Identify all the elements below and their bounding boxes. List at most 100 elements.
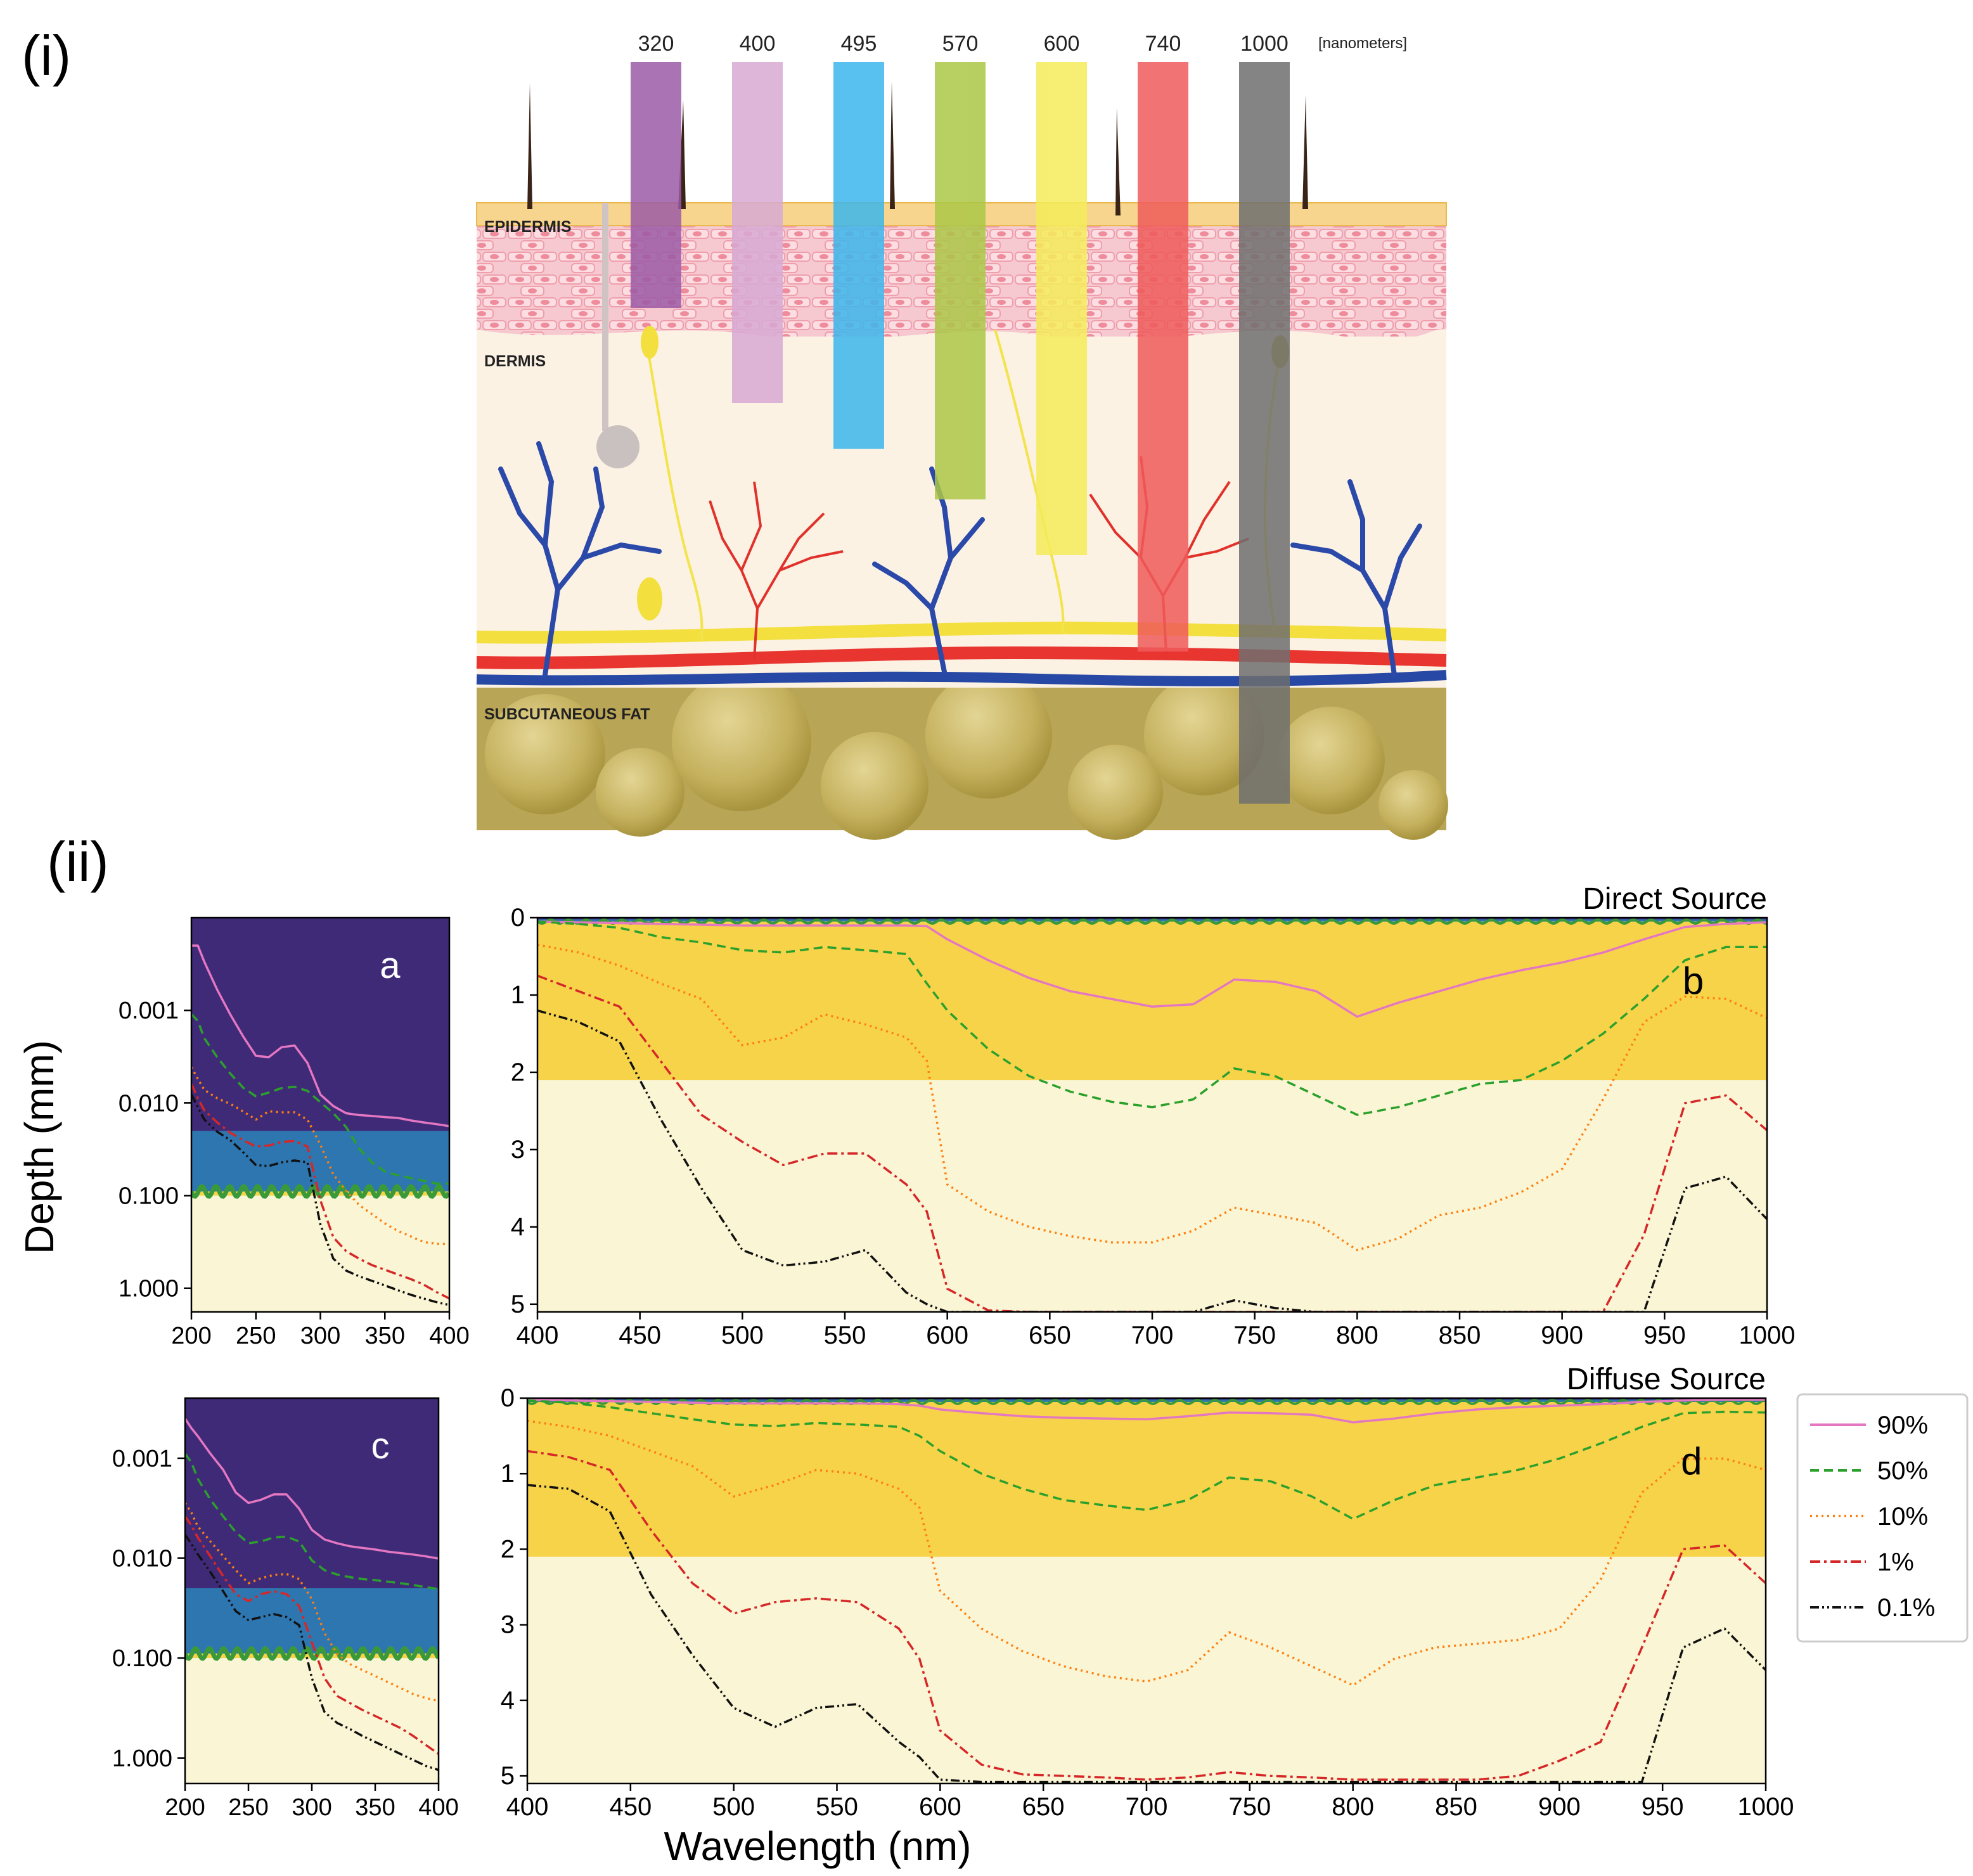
x-tick-label: 350: [355, 1794, 395, 1821]
artery: [476, 646, 1447, 669]
x-tick-label: 750: [1233, 1321, 1276, 1349]
series-line-10pct: [527, 1420, 1766, 1686]
x-tick-label: 400: [506, 1793, 549, 1821]
plot-body: [527, 1398, 1766, 1783]
x-tick-label: 500: [712, 1793, 755, 1821]
y-tick-label: 2: [511, 1058, 525, 1086]
series-line-1pct: [191, 1083, 449, 1300]
yellow-fat-boundary: [476, 621, 1447, 644]
x-tick-label: 400: [517, 1321, 559, 1349]
x-tick-label: 650: [1022, 1793, 1065, 1821]
plot-b: 400 450 500 550 600 650 700 750 800 850 900 950 1000…: [511, 882, 1796, 1349]
wavelength-beams: [631, 62, 1290, 804]
x-tick-label: 650: [1029, 1321, 1071, 1349]
beam-1000: [1239, 62, 1290, 804]
fat-cells: [485, 672, 1448, 840]
series-line-1pct: [185, 1515, 439, 1755]
x-tick-label: 850: [1435, 1793, 1477, 1821]
sebaceous-gland: [596, 425, 639, 468]
blue-vessel-tree: [498, 441, 662, 678]
beam-600: [1036, 62, 1087, 555]
chart-title: Direct Source: [1583, 882, 1767, 916]
fat-cell: [485, 694, 605, 814]
sensory-receptor: [637, 577, 662, 620]
beam-label-570: 570: [942, 32, 979, 56]
plot-body: [537, 918, 1767, 1312]
panel-letter: d: [1681, 1440, 1702, 1482]
x-tick-label: 600: [926, 1321, 968, 1349]
x-tick-label: 950: [1642, 1793, 1684, 1821]
plot-c: 200 250 300 350 400 0.001 0.010 0.100 1.000 c: [112, 1397, 459, 1821]
band-epidermis: [537, 918, 1767, 1081]
series-line-0-1pct: [527, 1484, 1766, 1783]
series-line-50pct: [537, 920, 1767, 1116]
y-tick-label: 4: [501, 1686, 515, 1714]
y-tick-label: 0.010: [119, 1090, 179, 1117]
beam-labels: 320 400 495 570 600 740 1000: [638, 32, 1289, 56]
x-tick-label: 850: [1439, 1321, 1481, 1349]
y-tick-label: 1.000: [112, 1745, 172, 1772]
legend-label: 90%: [1877, 1411, 1928, 1439]
y-tick-label: 0: [501, 1384, 515, 1412]
series-line-90pct: [185, 1418, 439, 1560]
series-line-90pct: [537, 920, 1767, 1018]
beam-label-600: 600: [1044, 32, 1080, 56]
panel-label-ii: (ii): [47, 830, 109, 893]
panel-letter: a: [380, 945, 401, 986]
beam-label-495: 495: [841, 32, 877, 56]
red-capillary-tree: [709, 481, 844, 660]
y-tick-label: 2: [501, 1535, 515, 1563]
y-tick-label: 1: [501, 1460, 515, 1487]
band-boundary-wave: [185, 1645, 439, 1661]
y-axis-label: Depth (mm): [16, 1040, 62, 1254]
hair: [1115, 108, 1121, 215]
x-tick-label: 900: [1538, 1793, 1581, 1821]
y-tick-label: 0.100: [119, 1183, 179, 1210]
fat-cell: [821, 732, 929, 840]
y-tick-label: 0.010: [112, 1546, 172, 1572]
x-tick-label: 250: [228, 1794, 268, 1821]
y-tick-label: 3: [511, 1136, 525, 1164]
x-tick-label: 450: [609, 1793, 652, 1821]
plot-body: [191, 918, 449, 1312]
y-tick-label: 0.100: [112, 1645, 172, 1672]
hair: [1302, 95, 1308, 209]
fat-cell: [672, 672, 811, 811]
series-line-10pct: [191, 1066, 449, 1245]
legend-label: 10%: [1877, 1503, 1928, 1531]
layer-label-dermis: DERMIS: [484, 352, 546, 370]
fat-cell: [1277, 707, 1385, 814]
series-line-1pct: [527, 1449, 1766, 1781]
fat-cell: [1144, 675, 1264, 795]
beam-570: [935, 62, 986, 499]
legend-items: 90% 50% 10% 1% 0.1%: [1810, 1411, 1935, 1622]
y-tick-label: 1.000: [119, 1276, 179, 1302]
series-line-50pct: [185, 1453, 439, 1591]
beam-740: [1138, 62, 1188, 652]
layer-label-epidermis: EPIDERMIS: [484, 218, 572, 236]
y-tick-label: 5: [511, 1290, 525, 1318]
x-tick-label: 200: [165, 1794, 205, 1821]
series-line-50pct: [191, 1013, 449, 1185]
legend-label: 1%: [1877, 1548, 1914, 1576]
y-tick-label: 3: [501, 1611, 515, 1639]
legend-label: 0.1%: [1877, 1594, 1935, 1622]
skin-diagram: 320 400 495 570 600 740 1000 [nanometers…: [476, 32, 1448, 840]
plot-a: 200 250 300 350 400 0.001 0.010 0.100 1.000 a: [119, 916, 470, 1349]
chart-title: Diffuse Source: [1567, 1363, 1766, 1396]
y-tick-label: 1: [511, 981, 525, 1009]
beam-label-320: 320: [638, 32, 674, 56]
vein: [476, 670, 1447, 686]
fat-cell: [1068, 745, 1163, 840]
series-line-90pct: [527, 1398, 1766, 1423]
series-line-0-1pct: [191, 1094, 449, 1306]
y-tick-label: 4: [511, 1213, 525, 1241]
x-tick-label: 350: [365, 1323, 405, 1349]
fat-cell: [1379, 770, 1448, 840]
band-boundary-wave: [527, 1399, 1766, 1405]
x-tick-label: 700: [1131, 1321, 1174, 1349]
hair: [890, 81, 895, 209]
x-tick-label: 800: [1332, 1793, 1374, 1821]
hair: [527, 84, 532, 209]
